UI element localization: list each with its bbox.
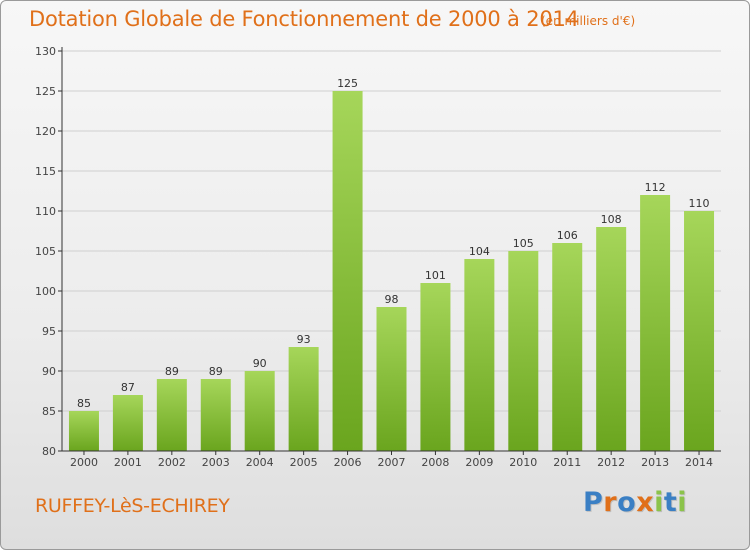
logo-letter: i [654,487,664,518]
bar [200,379,231,451]
x-tick-label: 2014 [685,456,713,469]
chart-title: Dotation Globale de Fonctionnement de 20… [29,7,579,31]
x-tick-label: 2010 [509,456,537,469]
value-label: 104 [469,245,490,258]
bar [376,307,407,451]
bar [420,283,451,451]
value-label: 89 [165,365,179,378]
value-label: 105 [513,237,534,250]
x-tick-label: 2002 [158,456,186,469]
value-label: 110 [689,197,710,210]
bar [156,379,187,451]
y-tick-label: 100 [35,285,56,298]
y-tick-label: 130 [35,45,56,58]
y-tick-label: 90 [42,365,56,378]
x-tick-label: 2006 [334,456,362,469]
value-label: 106 [557,229,578,242]
commune-name: RUFFEY-LèS-ECHIREY [35,495,230,517]
y-tick-label: 120 [35,125,56,138]
x-tick-label: 2003 [202,456,230,469]
x-tick-label: 2013 [641,456,669,469]
bar [332,91,363,451]
logo-letter: x [636,487,655,518]
axes [58,47,721,455]
x-tick-label: 2008 [421,456,449,469]
x-tick-label: 2001 [114,456,142,469]
bar [552,243,583,451]
y-tick-label: 80 [42,445,56,458]
bar [596,227,627,451]
bar [68,411,99,451]
y-tick-label: 115 [35,165,56,178]
x-tick-label: 2011 [553,456,581,469]
chart-unit-subtitle: (en milliers d'€) [541,14,636,28]
logo-letter: P [583,487,604,518]
bar [464,259,495,451]
bar [684,211,715,451]
value-label: 85 [77,397,91,410]
value-label: 89 [209,365,223,378]
value-label: 112 [645,181,666,194]
value-label: 108 [601,213,622,226]
logo-letter: r [603,487,618,518]
value-label: 93 [297,333,311,346]
value-label: 125 [337,77,358,90]
value-label: 101 [425,269,446,282]
y-tick-label: 105 [35,245,56,258]
x-tick-label: 2004 [246,456,274,469]
x-tick-label: 2000 [70,456,98,469]
y-tick-label: 125 [35,85,56,98]
x-tick-label: 2007 [378,456,406,469]
y-tick-label: 110 [35,205,56,218]
value-label: 87 [121,381,135,394]
bars [68,91,715,451]
y-tick-label: 85 [42,405,56,418]
value-label: 98 [385,293,399,306]
bar [288,347,319,451]
bar [508,251,539,451]
proxiti-logo: Proxiti [583,487,687,518]
logo-letter: i [677,487,688,518]
x-tick-label: 2012 [597,456,625,469]
logo-letter: t [663,487,678,518]
labels: 80 85 90 95 100 105 110 115 120 125 130 85 2000 87 200… [35,45,713,469]
bar [112,395,143,451]
x-tick-label: 2009 [465,456,493,469]
y-tick-label: 95 [42,325,56,338]
bar [244,371,275,451]
value-label: 90 [253,357,267,370]
x-tick-label: 2005 [290,456,318,469]
logo-letter: o [617,487,637,518]
bar [640,195,671,451]
